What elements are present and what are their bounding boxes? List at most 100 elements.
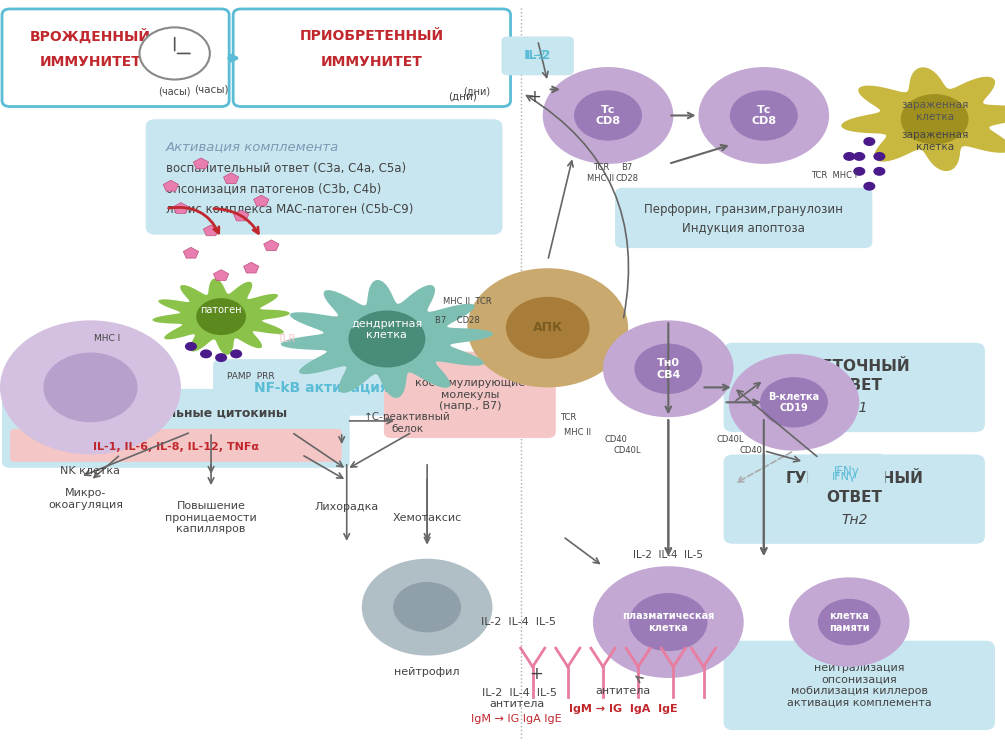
Text: MHC II: MHC II: [588, 174, 614, 183]
Text: CD28: CD28: [616, 174, 638, 183]
Circle shape: [853, 152, 865, 161]
Circle shape: [140, 28, 210, 80]
Text: CD40: CD40: [605, 435, 627, 444]
Circle shape: [467, 268, 628, 387]
Text: PAMP  PRR: PAMP PRR: [227, 372, 275, 381]
Text: MHC II  TCR: MHC II TCR: [443, 297, 491, 306]
Text: костимулирующие
молекулы
(напр., В7): костимулирующие молекулы (напр., В7): [415, 378, 525, 411]
Text: Хемотаксис: Хемотаксис: [393, 513, 461, 523]
Circle shape: [873, 152, 885, 161]
Text: Тс
CD8: Тс CD8: [595, 105, 621, 126]
Circle shape: [843, 152, 855, 161]
Text: IFNγ: IFNγ: [834, 465, 860, 478]
Text: (часы): (часы): [159, 87, 191, 97]
Text: NK клетка: NK клетка: [60, 466, 121, 475]
Text: IL-2  IL-4  IL-5: IL-2 IL-4 IL-5: [481, 617, 556, 627]
Circle shape: [230, 349, 242, 358]
FancyBboxPatch shape: [233, 9, 511, 107]
Text: клетка
памяти: клетка памяти: [829, 612, 869, 633]
Circle shape: [698, 67, 829, 164]
Text: нейтрализация
опсонизация
мобилизация киллеров
активация комплемента: нейтрализация опсонизация мобилизация ки…: [787, 663, 932, 708]
Circle shape: [873, 167, 885, 176]
Polygon shape: [163, 180, 179, 191]
Text: TLR: TLR: [277, 334, 295, 344]
Circle shape: [0, 320, 181, 454]
Text: зараженная
клетка: зараженная клетка: [900, 100, 969, 121]
Text: +: +: [528, 88, 542, 106]
Circle shape: [730, 90, 798, 141]
Text: плазматическая
клетка: плазматическая клетка: [622, 612, 715, 633]
FancyBboxPatch shape: [146, 119, 502, 235]
Text: CD40L: CD40L: [717, 435, 745, 444]
FancyBboxPatch shape: [724, 641, 995, 730]
Circle shape: [200, 349, 212, 358]
Text: ОТВЕТ: ОТВЕТ: [826, 378, 882, 393]
Circle shape: [593, 566, 744, 678]
Text: +: +: [530, 665, 544, 683]
Text: CD40: CD40: [740, 446, 762, 455]
Text: ВРОЖДЕННЫЙ: ВРОЖДЕННЫЙ: [30, 29, 151, 44]
Text: Провоспалительные цитокины: Провоспалительные цитокины: [64, 407, 287, 420]
Circle shape: [185, 342, 197, 351]
Circle shape: [43, 352, 138, 422]
FancyBboxPatch shape: [615, 188, 872, 248]
FancyBboxPatch shape: [501, 37, 574, 75]
Text: CD40L: CD40L: [613, 446, 641, 455]
Polygon shape: [183, 247, 199, 258]
Text: IL-2  IL-4  IL-5: IL-2 IL-4 IL-5: [482, 688, 557, 698]
Text: IgM → IG  IgA  IgE: IgM → IG IgA IgE: [569, 704, 677, 714]
Text: патоген: патоген: [200, 305, 242, 315]
FancyBboxPatch shape: [384, 352, 556, 438]
Circle shape: [634, 343, 702, 394]
Text: ↑С-реактивный
белок: ↑С-реактивный белок: [364, 412, 450, 434]
FancyBboxPatch shape: [213, 359, 430, 416]
Text: MHC I: MHC I: [94, 335, 121, 343]
FancyBboxPatch shape: [724, 343, 985, 432]
Circle shape: [506, 297, 590, 359]
Text: Перфорин, гранзим,гранулозин: Перфорин, гранзим,гранулозин: [644, 203, 843, 216]
Text: Микро-
окоагуляция: Микро- окоагуляция: [48, 489, 123, 510]
Text: Тн1: Тн1: [841, 402, 867, 415]
FancyBboxPatch shape: [10, 429, 342, 462]
Text: IgM → IG IgA IgE: IgM → IG IgA IgE: [471, 714, 562, 724]
Text: Тс
CD8: Тс CD8: [752, 105, 776, 126]
Text: TCR: TCR: [593, 163, 609, 172]
Circle shape: [543, 67, 673, 164]
Text: IL-2  IL-4  IL-5: IL-2 IL-4 IL-5: [633, 550, 703, 560]
Text: B7    CD28: B7 CD28: [435, 316, 479, 325]
Circle shape: [789, 577, 910, 667]
Circle shape: [196, 298, 246, 335]
Text: АПК: АПК: [533, 321, 563, 335]
Text: Тн0
СВ4: Тн0 СВ4: [656, 358, 680, 379]
Text: (часы): (часы): [194, 84, 228, 95]
FancyBboxPatch shape: [2, 389, 350, 468]
Polygon shape: [243, 262, 259, 273]
Circle shape: [900, 94, 969, 145]
Text: TCR  MHC I: TCR MHC I: [811, 171, 857, 180]
Circle shape: [362, 559, 492, 656]
Circle shape: [574, 90, 642, 141]
Text: (дни): (дни): [448, 92, 476, 102]
Text: IL-1, IL-6, IL-8, IL-12, TNFα: IL-1, IL-6, IL-8, IL-12, TNFα: [92, 442, 259, 452]
Text: Активация комплемента: Активация комплемента: [166, 140, 339, 153]
Polygon shape: [280, 280, 493, 398]
Text: ИММУНИТЕТ: ИММУНИТЕТ: [321, 55, 423, 69]
FancyBboxPatch shape: [808, 454, 885, 489]
Text: КЛЕТОЧНЫЙ: КЛЕТОЧНЫЙ: [798, 359, 911, 374]
Polygon shape: [233, 210, 249, 221]
Text: зараженная
клетка: зараженная клетка: [900, 130, 969, 152]
Text: нейтрофил: нейтрофил: [394, 667, 460, 676]
Circle shape: [349, 311, 425, 367]
Text: ГУМОРАЛЬНЫЙ: ГУМОРАЛЬНЫЙ: [785, 471, 924, 486]
Polygon shape: [841, 67, 1005, 171]
Text: IL-2: IL-2: [525, 49, 551, 63]
Polygon shape: [193, 158, 209, 168]
Circle shape: [393, 582, 461, 633]
Text: антитела: антитела: [489, 699, 544, 709]
Text: дендритная
клетка: дендритная клетка: [352, 319, 422, 340]
Text: ОТВЕТ: ОТВЕТ: [826, 490, 882, 505]
Text: Тн2: Тн2: [841, 513, 867, 527]
Text: воспалительный ответ (С3а, С4а, С5а): воспалительный ответ (С3а, С4а, С5а): [166, 162, 406, 175]
Text: IFNγ: IFNγ: [832, 472, 856, 482]
FancyBboxPatch shape: [724, 454, 985, 544]
